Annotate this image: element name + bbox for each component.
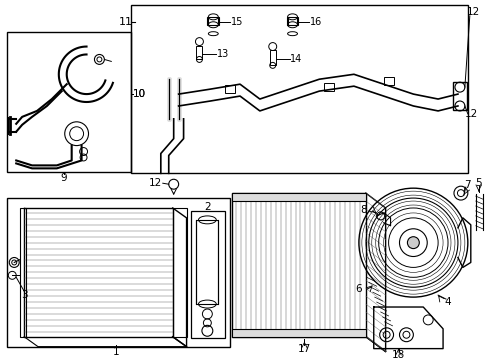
Text: 12: 12 — [466, 7, 479, 17]
Text: 12: 12 — [464, 109, 477, 119]
Text: 2: 2 — [203, 202, 210, 212]
Text: 10: 10 — [132, 89, 145, 99]
Text: 15: 15 — [230, 17, 243, 27]
Bar — [20, 208, 26, 337]
Bar — [7, 198, 230, 347]
Bar — [131, 5, 467, 173]
Text: 6: 6 — [355, 284, 362, 294]
Text: 9: 9 — [61, 173, 67, 183]
Bar — [190, 211, 225, 338]
Bar — [269, 50, 275, 66]
Bar — [232, 329, 365, 337]
Circle shape — [407, 237, 418, 249]
Bar — [196, 220, 218, 304]
Bar — [383, 77, 393, 85]
Bar — [225, 85, 235, 93]
Text: 7: 7 — [464, 180, 470, 190]
Bar — [232, 193, 365, 201]
Bar — [232, 193, 365, 337]
Text: 3: 3 — [21, 290, 27, 300]
Text: 4: 4 — [444, 297, 450, 307]
Text: 8: 8 — [360, 205, 366, 215]
Text: 10: 10 — [132, 89, 145, 99]
Text: 18: 18 — [391, 350, 404, 360]
Text: 12: 12 — [149, 178, 162, 188]
Text: 13: 13 — [217, 49, 229, 59]
Bar — [172, 208, 186, 337]
Bar — [286, 17, 298, 25]
Bar — [324, 83, 333, 91]
Text: 14: 14 — [290, 54, 302, 64]
Text: 5: 5 — [474, 178, 481, 188]
Bar — [196, 46, 202, 59]
Bar — [207, 17, 219, 25]
Text: 16: 16 — [309, 17, 322, 27]
Bar — [452, 82, 466, 110]
Text: 1: 1 — [113, 347, 119, 357]
Circle shape — [94, 54, 104, 64]
Text: 11: 11 — [119, 17, 133, 27]
Bar — [7, 32, 131, 172]
Text: 17: 17 — [297, 343, 310, 354]
